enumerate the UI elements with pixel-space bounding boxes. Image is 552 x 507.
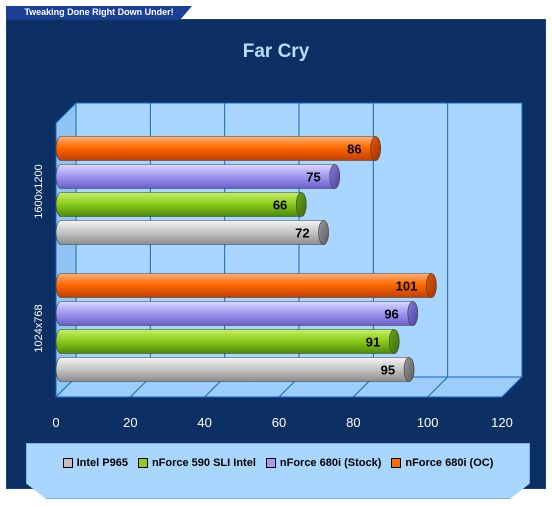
floor-gridline-100: [427, 376, 449, 398]
legend-swatch-1: [137, 458, 148, 468]
data-label-1600x1200-0: 72: [295, 226, 309, 241]
bar-1600x1200-series-2: 75: [55, 164, 341, 189]
legend-swatch-2: [265, 458, 276, 468]
x-tick-label-100: 100: [417, 415, 439, 430]
legend-swatch-0: [62, 458, 73, 468]
legend-label-3: nForce 680i (OC): [405, 457, 494, 469]
legend: Intel P965 nForce 590 SLI Intel nForce 680…: [26, 443, 530, 499]
chart-title: Far Cry: [243, 41, 310, 62]
category-label-1024x768: 1024x768: [33, 304, 45, 352]
x-tick-label-20: 20: [123, 415, 137, 430]
data-label-1024x768-3: 101: [396, 279, 418, 294]
data-label-1024x768-0: 95: [381, 363, 395, 378]
legend-label-0: Intel P965: [76, 457, 128, 469]
data-label-1024x768-1: 91: [366, 335, 380, 350]
bar-1024x768-series-3: 101: [55, 273, 437, 298]
legend-label-2: nForce 680i (Stock): [279, 457, 382, 469]
data-label-1600x1200-2: 75: [306, 170, 320, 185]
x-tick-label-120: 120: [491, 415, 513, 430]
bar-1600x1200-series-1: 66: [55, 192, 307, 217]
data-label-1024x768-2: 96: [384, 307, 398, 322]
floor-gridline-120: [501, 376, 523, 398]
legend-item-1: nForce 590 SLI Intel: [137, 455, 256, 471]
x-tick-label-80: 80: [346, 415, 360, 430]
legend-item-0: Intel P965: [62, 455, 128, 471]
legend-item-2: nForce 680i (Stock): [265, 455, 382, 471]
legend-label-1: nForce 590 SLI Intel: [151, 457, 256, 469]
x-tick-label-60: 60: [272, 415, 286, 430]
data-label-1600x1200-3: 86: [347, 142, 361, 157]
x-axis-ticks: 0 20 40 60 80 100 120: [52, 415, 512, 430]
category-label-1600x1200: 1600x1200: [33, 164, 45, 218]
site-tagline-tab: Tweaking Done Right Down Under!: [6, 6, 192, 19]
bar-1024x768-series-0: 95: [55, 357, 415, 382]
x-tick-label-0: 0: [52, 415, 59, 430]
bar-1600x1200-series-3: 86: [55, 136, 381, 161]
x-tick-label-40: 40: [197, 415, 211, 430]
legend-swatch-3: [391, 458, 402, 468]
data-label-1600x1200-1: 66: [273, 198, 287, 213]
legend-item-3: nForce 680i (OC): [391, 455, 493, 471]
bar-1600x1200-series-0: 72: [55, 220, 329, 245]
bar-1024x768-series-1: 91: [55, 329, 400, 354]
bar-1024x768-series-2: 96: [55, 301, 419, 326]
category-labels: 1600x1200 1024x768: [33, 164, 45, 352]
